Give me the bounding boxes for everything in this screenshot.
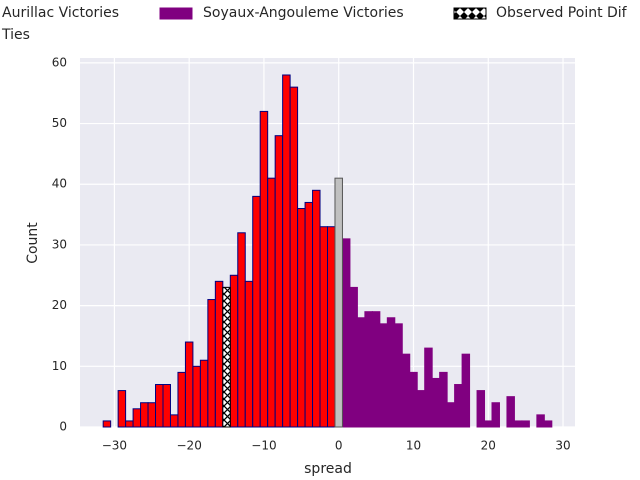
x-tick-label: −30 [102, 439, 127, 453]
y-tick-label: 50 [52, 116, 67, 130]
bar [102, 420, 112, 428]
bar [125, 420, 134, 428]
bar [327, 226, 336, 428]
y-tick-label: 10 [52, 359, 67, 373]
bar [282, 74, 291, 428]
bar [192, 365, 201, 428]
bar [319, 226, 328, 428]
bar [401, 353, 411, 428]
bar [371, 311, 381, 428]
bar [304, 201, 314, 428]
x-tick-label: 0 [335, 439, 343, 453]
bar [237, 232, 246, 428]
bar [132, 408, 142, 428]
bar [536, 414, 545, 428]
bar [431, 377, 441, 428]
legend-label: Observed Point Dif [496, 5, 628, 21]
bar [162, 384, 171, 428]
bar [169, 414, 179, 428]
bar [207, 299, 216, 428]
legend-label: Aurillac Victories [2, 5, 119, 21]
x-tick-label: 10 [406, 439, 421, 453]
bar [476, 390, 486, 428]
bar [117, 390, 127, 428]
bar [177, 371, 186, 428]
bar [184, 341, 194, 428]
bar [155, 384, 164, 428]
bar [364, 311, 373, 428]
bar [259, 110, 269, 428]
bar [394, 323, 403, 428]
bar [379, 323, 388, 428]
bar [409, 371, 418, 428]
y-tick-label: 0 [59, 420, 67, 434]
x-axis-label: spread [304, 461, 352, 477]
bar [454, 384, 463, 428]
bar [199, 359, 209, 428]
bar [341, 238, 351, 428]
legend-label: Ties [1, 27, 30, 43]
bar [424, 347, 433, 428]
bar [147, 402, 157, 428]
bar [543, 420, 553, 428]
bar [289, 86, 299, 428]
bar [274, 135, 284, 428]
bar [214, 280, 224, 428]
x-tick-label: 20 [481, 439, 496, 453]
y-tick-label: 60 [52, 55, 67, 69]
y-tick-label: 40 [52, 177, 67, 191]
x-tick-label: −20 [177, 439, 202, 453]
y-axis-label: Count [25, 222, 41, 264]
bar [446, 402, 456, 428]
bar [513, 420, 523, 428]
bar [244, 280, 254, 428]
bar [461, 353, 471, 428]
bar [349, 286, 358, 428]
bar [484, 420, 493, 428]
bar [439, 371, 448, 428]
bar [506, 396, 515, 428]
bar [521, 420, 530, 428]
bar [297, 208, 306, 428]
bar [222, 286, 231, 428]
legend-swatch [453, 7, 487, 20]
bar [312, 189, 321, 428]
bar [252, 195, 261, 428]
legend-swatch [159, 7, 193, 20]
bar [267, 177, 276, 428]
bar [140, 402, 149, 428]
bar [334, 177, 343, 428]
y-tick-label: 20 [52, 298, 67, 312]
x-tick-label: −10 [251, 439, 276, 453]
bar [386, 317, 396, 428]
bar [356, 317, 366, 428]
bar [229, 274, 239, 428]
bar [491, 402, 500, 428]
legend-label: Soyaux-Angouleme Victories [203, 5, 404, 21]
y-tick-label: 30 [52, 237, 67, 251]
bar [416, 390, 426, 428]
x-tick-label: 30 [555, 439, 570, 453]
